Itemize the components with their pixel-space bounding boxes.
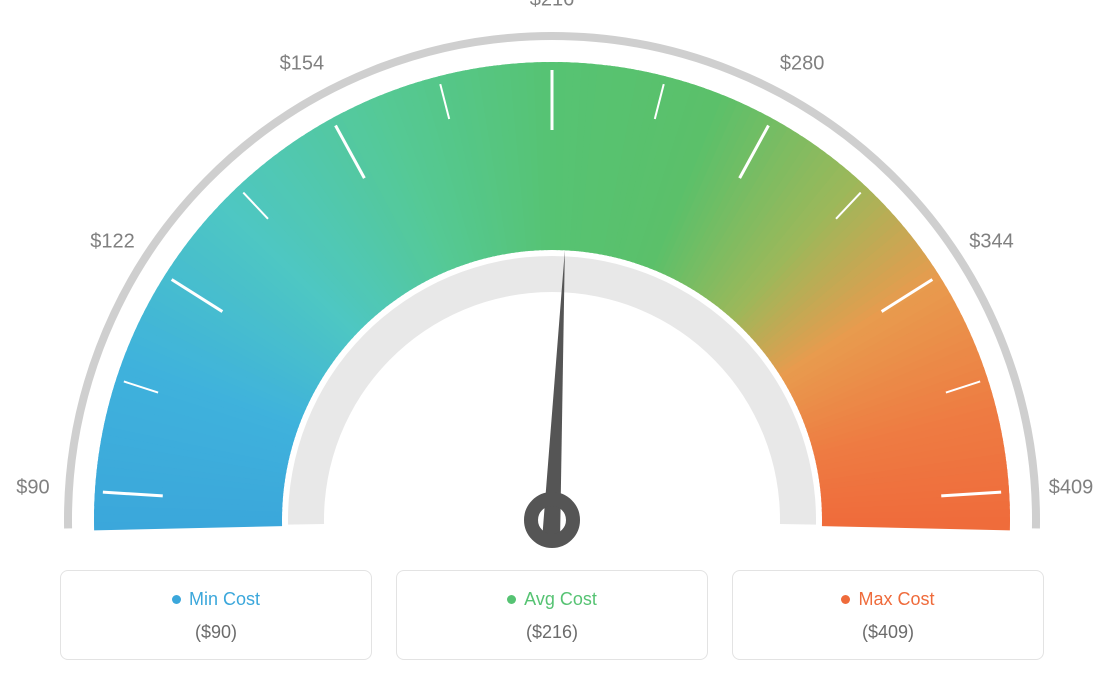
gauge-tick-label: $216 [530,0,575,12]
gauge-tick-label: $344 [969,231,1014,254]
legend-value-min: ($90) [71,622,361,643]
legend-dot-min [172,595,181,604]
legend-label-avg: Avg Cost [524,589,597,610]
gauge-tick-label: $154 [280,53,325,76]
legend-row: Min Cost ($90) Avg Cost ($216) Max Cost … [60,570,1044,660]
gauge-tick-label: $409 [1049,476,1094,499]
legend-label-min: Min Cost [189,589,260,610]
gauge-chart: $90 $122 $154 $216 $280 $344 $409 [0,0,1104,560]
legend-card-min: Min Cost ($90) [60,570,372,660]
gauge-svg [0,0,1104,560]
legend-title-max: Max Cost [841,589,934,610]
gauge-tick-label: $280 [780,53,825,76]
gauge-tick-label: $90 [16,476,49,499]
gauge-tick-label: $122 [90,231,135,254]
legend-value-max: ($409) [743,622,1033,643]
legend-title-min: Min Cost [172,589,260,610]
cost-gauge-container: $90 $122 $154 $216 $280 $344 $409 Min Cost ($9… [0,0,1104,690]
legend-title-avg: Avg Cost [507,589,597,610]
legend-dot-max [841,595,850,604]
legend-card-avg: Avg Cost ($216) [396,570,708,660]
legend-card-max: Max Cost ($409) [732,570,1044,660]
legend-value-avg: ($216) [407,622,697,643]
legend-dot-avg [507,595,516,604]
legend-label-max: Max Cost [858,589,934,610]
